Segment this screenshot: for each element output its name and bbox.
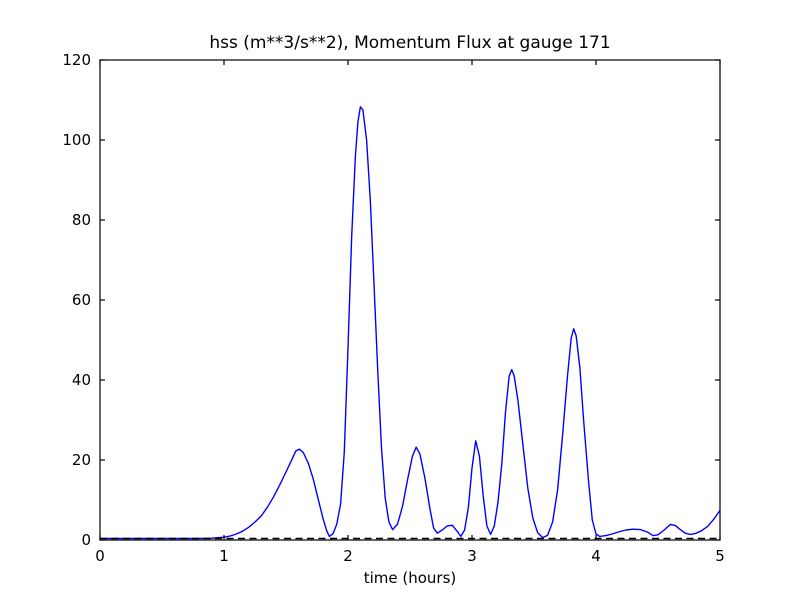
y-tick-label: 60	[72, 291, 91, 309]
x-tick-label: 1	[219, 547, 229, 565]
plot-border	[99, 59, 721, 541]
x-tick-label: 3	[467, 547, 477, 565]
x-axis-label: time (hours)	[364, 569, 457, 587]
chart-title: hss (m**3/s**2), Momentum Flux at gauge …	[209, 33, 610, 53]
x-tick-label: 0	[95, 547, 105, 565]
y-tick-label: 120	[62, 51, 91, 69]
y-tick-label: 80	[72, 211, 91, 229]
x-tick-label: 2	[343, 547, 353, 565]
y-tick-label: 100	[62, 131, 91, 149]
y-tick-label: 0	[81, 531, 91, 549]
x-tick-label: 5	[715, 547, 725, 565]
y-tick-label: 40	[72, 371, 91, 389]
y-tick-label: 20	[72, 451, 91, 469]
x-tick-label: 4	[591, 547, 601, 565]
series-momentum-flux	[100, 106, 721, 540]
